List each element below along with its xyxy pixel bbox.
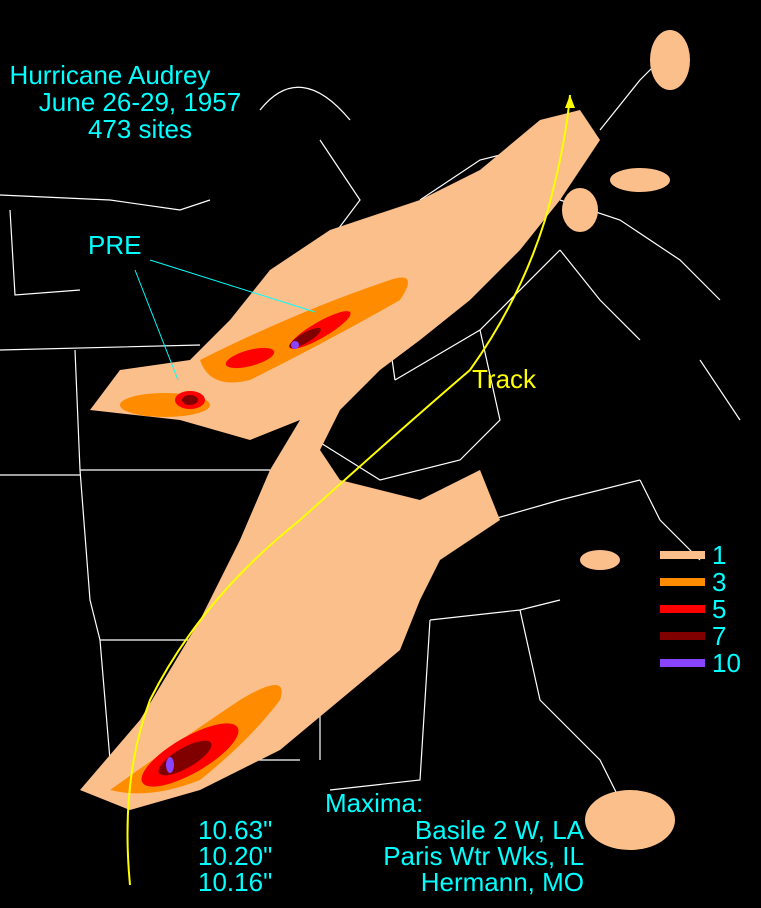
rain-contours (80, 30, 690, 850)
maxima-amount: 10.16" (198, 867, 272, 897)
legend-label: 7 (712, 621, 726, 651)
maxima-site: Paris Wtr Wks, IL (383, 841, 584, 871)
maxima-amount: 10.20" (198, 841, 272, 871)
pre-arrows (134, 259, 316, 381)
storm-track (126, 94, 571, 886)
maxima-list: 10.63" Basile 2 W, LA 10.20" Paris Wtr Wks,… (198, 815, 585, 897)
legend-swatch (660, 632, 705, 640)
legend-label: 1 (712, 540, 726, 570)
maxima-site: Hermann, MO (421, 867, 584, 897)
maxima-heading: Maxima: (325, 788, 423, 818)
track-arrow (565, 95, 575, 108)
legend-label: 10 (712, 648, 741, 678)
maxima-amount: 10.63" (198, 815, 272, 845)
legend-swatch (660, 605, 705, 613)
legend-swatch (660, 578, 705, 586)
dates: June 26-29, 1957 (39, 87, 241, 117)
legend-label: 5 (712, 594, 726, 624)
track-label: Track (472, 364, 537, 394)
legend-swatch (660, 551, 705, 559)
maxima-site: Basile 2 W, LA (415, 815, 585, 845)
title: Hurricane Audrey (10, 60, 211, 90)
legend-label: 3 (712, 567, 726, 597)
pre-label: PRE (88, 230, 141, 260)
legend-swatch (660, 659, 705, 667)
sites: 473 sites (88, 114, 192, 144)
